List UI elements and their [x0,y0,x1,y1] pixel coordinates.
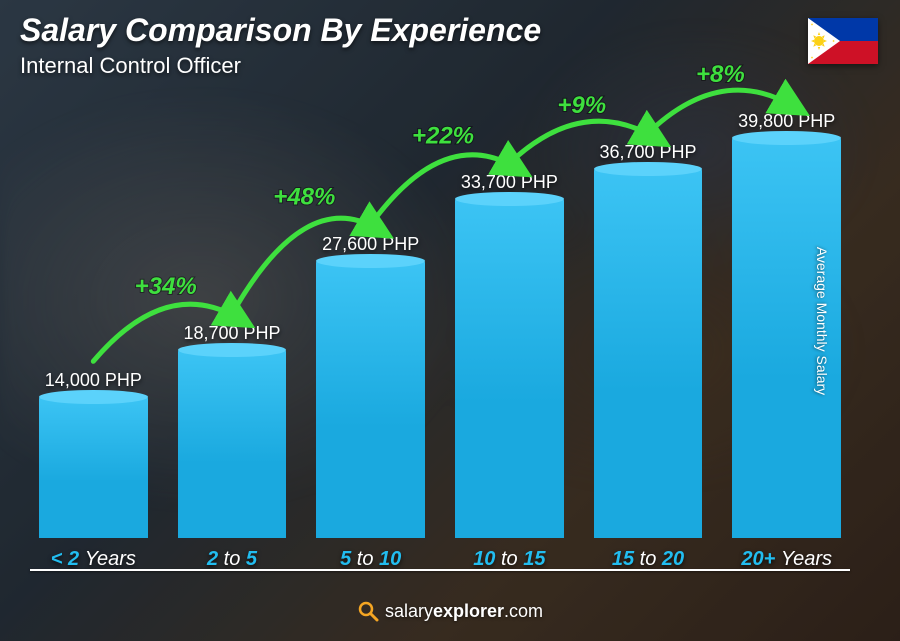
bar [316,261,425,538]
bar-wrap: 33,700 PHP [446,101,573,538]
brand-logo: salaryexplorer.com [357,600,543,622]
bar-value-label: 14,000 PHP [45,370,142,391]
bar-column: 39,800 PHP 20+ Years [723,101,850,571]
bar-column: 18,700 PHP 2 to 5 [169,101,296,571]
bar-top-ellipse [178,343,287,357]
bar-value-label: 18,700 PHP [183,323,280,344]
footer: salaryexplorer.com [0,600,900,627]
bar-column: 27,600 PHP 5 to 10 [307,101,434,571]
bar [594,169,703,538]
chart-title: Salary Comparison By Experience [20,12,880,49]
category-label: 10 to 15 [473,548,545,571]
chart-subtitle: Internal Control Officer [20,53,880,79]
bar-wrap: 18,700 PHP [169,101,296,538]
philippines-flag-icon [808,18,878,64]
brand-text: salaryexplorer.com [385,601,543,622]
bar-top-ellipse [316,254,425,268]
bar-column: 36,700 PHP 15 to 20 [585,101,712,571]
bar-wrap: 36,700 PHP [585,101,712,538]
header: Salary Comparison By Experience Internal… [20,12,880,79]
bar-wrap: 39,800 PHP [723,101,850,538]
category-label: 5 to 10 [340,548,401,571]
category-label: 2 to 5 [207,548,257,571]
bar-value-label: 33,700 PHP [461,172,558,193]
bar-top-ellipse [39,390,148,404]
bar-value-label: 36,700 PHP [599,142,696,163]
category-label: < 2 Years [51,548,136,571]
bar-top-ellipse [594,162,703,176]
y-axis-label: Average Monthly Salary [814,246,830,394]
category-label: 20+ Years [741,548,832,571]
magnifier-icon [357,600,379,622]
category-label: 15 to 20 [612,548,684,571]
bar [178,350,287,538]
bar-wrap: 27,600 PHP [307,101,434,538]
bar [455,199,564,538]
chart-baseline [30,569,850,571]
bar-chart: 14,000 PHP < 2 Years 18,700 PHP 2 to 5 27,60… [30,101,850,571]
bar-top-ellipse [732,131,841,145]
bar-value-label: 39,800 PHP [738,111,835,132]
bar-wrap: 14,000 PHP [30,101,157,538]
bar-column: 14,000 PHP < 2 Years [30,101,157,571]
bar-column: 33,700 PHP 10 to 15 [446,101,573,571]
infographic-stage: Salary Comparison By Experience Internal… [0,0,900,641]
bar-top-ellipse [455,192,564,206]
bar [39,397,148,538]
bar-value-label: 27,600 PHP [322,234,419,255]
